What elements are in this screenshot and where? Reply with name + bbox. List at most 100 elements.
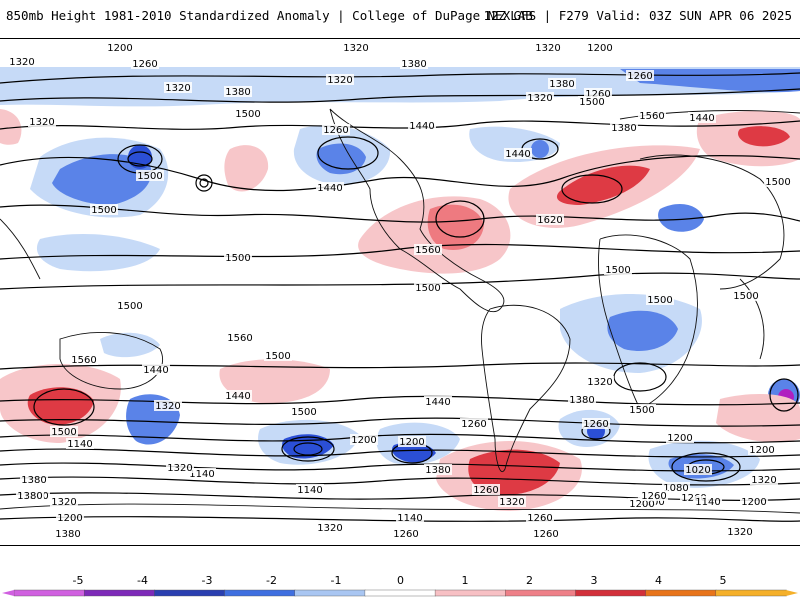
contour-label: 1440 [425,397,450,408]
contour-label-bg [748,444,776,455]
contour-label-bg [534,42,562,53]
contour-label-bg [582,418,610,429]
contour-label: 1440 [317,183,342,194]
contour-label: 1320 [317,523,342,534]
contour-label: 1320 [9,57,34,68]
contour-label: 1380 [55,529,80,540]
contour-label-bg [548,78,576,89]
contour-label-bg [224,390,252,401]
model-run-info: 12Z GFS | F279 Valid: 03Z SUN APR 06 202… [483,8,792,23]
contour-label-bg [526,92,554,103]
colorbar-tick-label: 4 [655,574,662,587]
contour-label-bg [750,474,778,485]
colorbar-segment [364,589,436,597]
contour-label-bg [226,332,254,343]
contour-label-bg [460,418,488,429]
colorbar-tick-label: 5 [719,574,727,587]
contour-label-bg [638,110,666,121]
contour-label: 1500 [137,171,162,182]
contour-label-bg [726,526,754,537]
contour-label: 1260 [461,419,486,430]
contour-label-bg [16,490,44,501]
colorbar-right-arrow [786,590,798,596]
contour-label-bg [472,484,500,495]
contour-label: 1200 [107,43,132,54]
contour-label: 1200 [399,437,424,448]
contour-label-bg [224,252,252,263]
colorbar-segments [2,589,798,597]
contour-label: 1560 [71,355,96,366]
colorbar-tick-label: -4 [137,574,148,587]
contour-label: 1500 [579,97,604,108]
contour-label: 1200 [351,435,376,446]
contour-label: 1500 [51,427,76,438]
contour-label-bg [626,70,654,81]
contour-label: 1320 [751,475,776,486]
contour-label: 1320 [727,527,752,538]
coastlines [0,108,800,514]
contour-label: 1560 [415,245,440,256]
contour-label-bg [526,512,554,523]
contour-label: 1500 [235,109,260,120]
contour-label-bg [764,176,792,187]
contour-label-bg [688,112,716,123]
contour-label-bg [234,108,262,119]
contour-label-bg [628,498,656,509]
contour-label: 1500 [265,351,290,362]
contour-label: 1320 [51,497,76,508]
contour-label: 1200 [667,433,692,444]
contour-label: 1380 [21,475,46,486]
contour-label: 1500 [117,301,142,312]
anomaly-colorbar [2,589,798,597]
contour-label: 1200 [629,499,654,510]
colorbar-tick-label: 0 [397,574,404,587]
contour-label-bg [50,426,78,437]
contour-label: 1560 [227,333,252,344]
contour-label: 1260 [583,419,608,430]
contour-label: 1380 [17,491,42,502]
map-title: 850mb Height 1981-2010 Standardized Anom… [6,8,533,23]
contour-label-bg [568,394,596,405]
contour-label: 1200 [749,445,774,456]
colorbar-segment [13,589,85,597]
contour-label-bg [610,122,638,133]
contour-label-bg [50,496,78,507]
contour-label: 1200 [741,497,766,508]
colorbar-tick-label: -5 [72,574,84,587]
contour-label: 1260 [527,513,552,524]
contour-label-bg [166,462,194,473]
colorbar-tick-label: -2 [266,574,277,587]
contour-label-bg [20,474,48,485]
contour-label-bg [142,364,170,375]
contour-label-bg [66,438,94,449]
contour-label-bg [732,290,760,301]
colorbar-segment [715,589,787,597]
contour-label: 1200 [587,43,612,54]
contour-label-bg [424,464,452,475]
map-panel: 1200 1260 1200 1320 1320 1260 1380 1320 1260 1320… [0,38,800,546]
anomaly-shading [0,67,800,511]
contour-label: 1500 [765,177,790,188]
contour-label: 1260 [533,529,558,540]
colorbar-segment [294,589,366,597]
contour-label: 1500 [225,253,250,264]
contour-label-bg [392,528,420,539]
header: 850mb Height 1981-2010 Standardized Anom… [0,0,800,36]
contour-label-bg [398,436,426,447]
contour-label: 1440 [409,121,434,132]
contour-label-bg [350,434,378,445]
contour-label: 1200 [57,513,82,524]
contour-label: 1020 [685,465,710,476]
contour-label-bg [326,74,354,85]
colorbar-segment [505,589,577,597]
contour-label-bg [414,282,442,293]
contour-label: 1500 [647,295,672,306]
contour-label-bg [604,264,632,275]
contour-label: 1500 [629,405,654,416]
contour-label: 1320 [327,75,352,86]
contour-label-bg [136,170,164,181]
contour-label-bg [322,124,350,135]
colorbar-segment [83,589,156,597]
contour-label: 1260 [627,71,652,82]
colorbar-left-arrow [2,590,14,596]
